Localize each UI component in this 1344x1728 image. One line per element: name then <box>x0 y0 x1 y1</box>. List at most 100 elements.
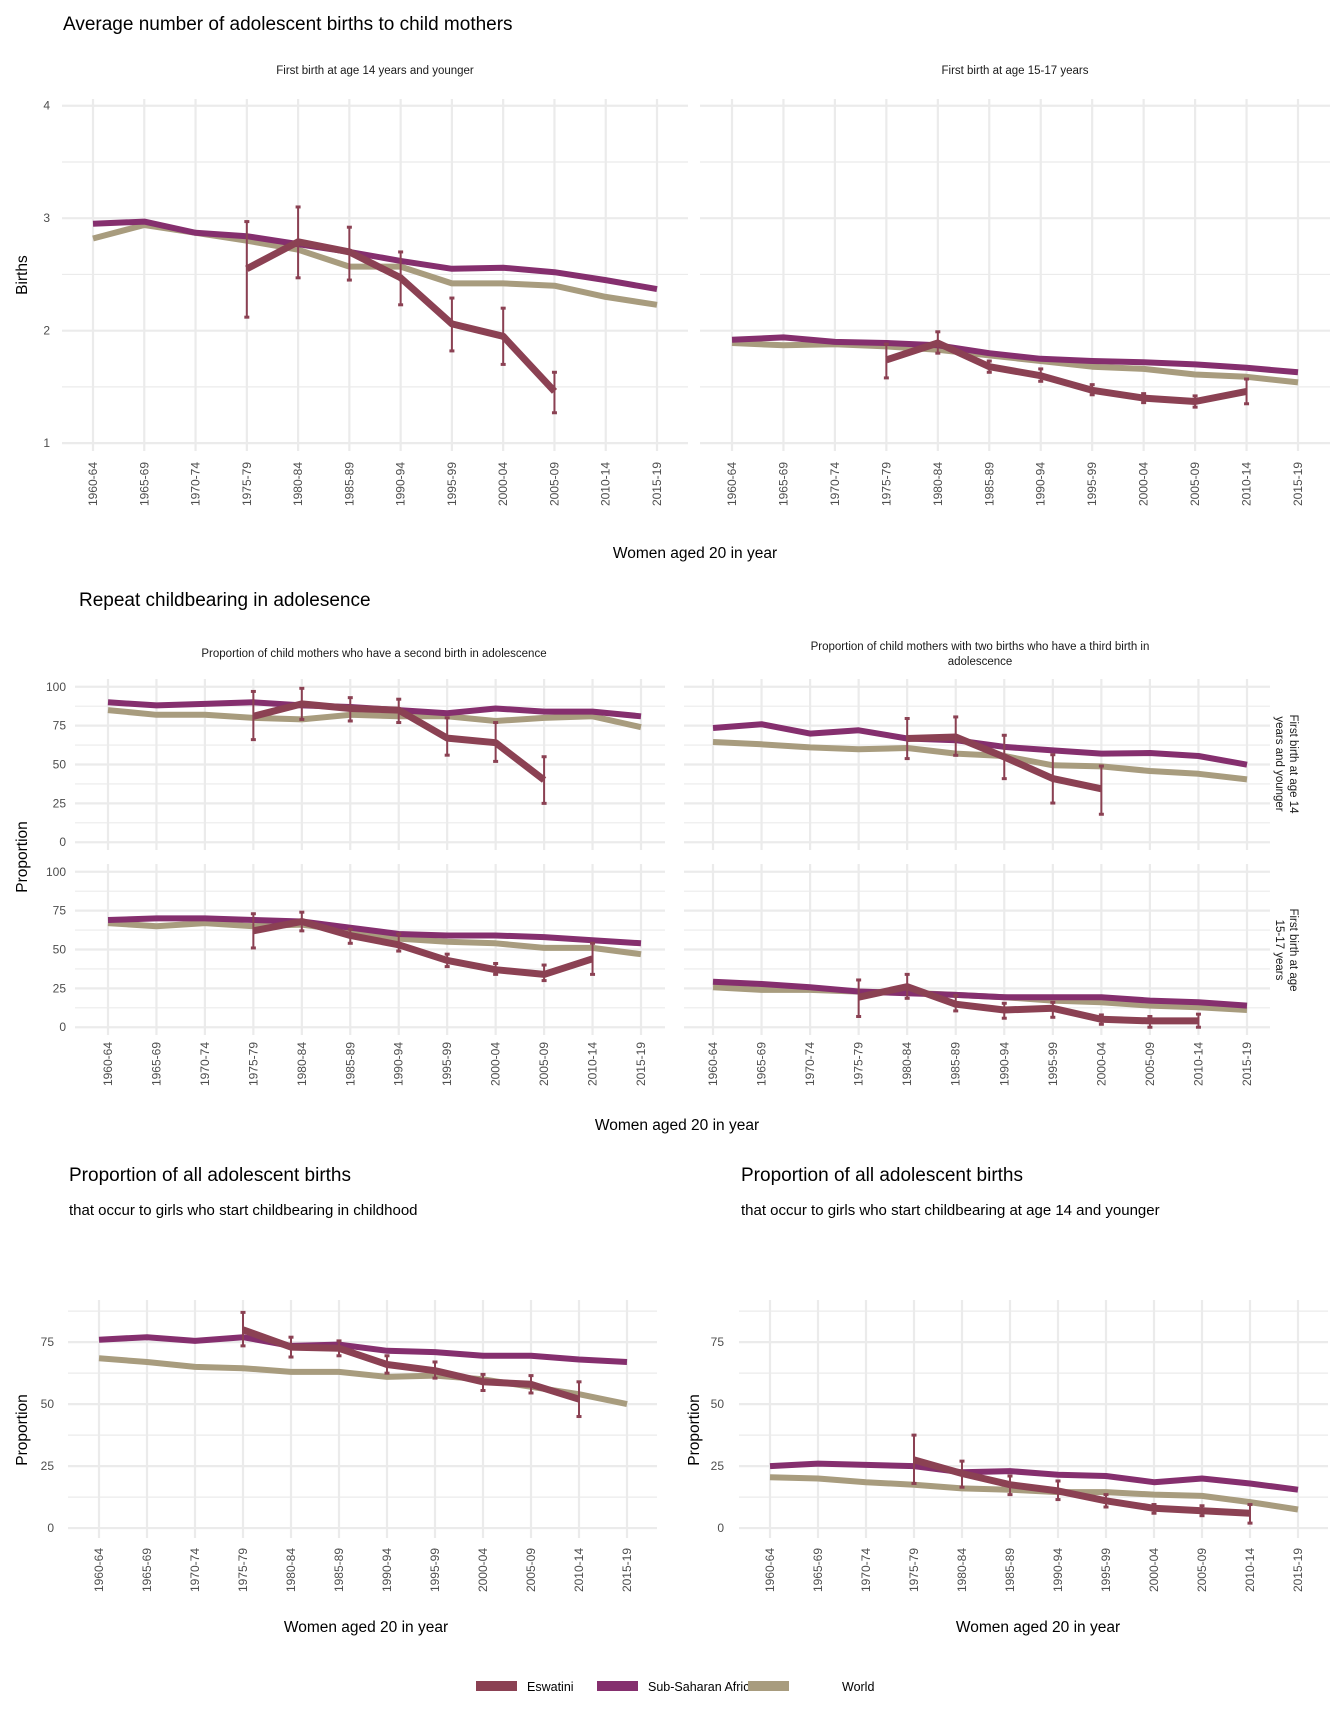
x-tick-label: 2010-14 <box>1243 1548 1257 1592</box>
strip-repeat-col2-line1: Proportion of child mothers with two bir… <box>811 641 1150 653</box>
x-tick-label: 1970-74 <box>803 1042 817 1086</box>
x-tick-label: 1960-64 <box>725 462 739 506</box>
error-bar-eswatini <box>541 963 547 983</box>
x-tick-label: 1960-64 <box>86 462 100 506</box>
x-tick-label: 2000-04 <box>1137 462 1151 506</box>
repeat-title: Repeat childbearing in adolesence <box>79 590 371 611</box>
x-tick-label: 1980-84 <box>955 1548 969 1592</box>
x-tick-label: 1975-79 <box>907 1548 921 1592</box>
x-tick-label: 1995-99 <box>1046 1042 1060 1086</box>
births-title: Average number of adolescent births to c… <box>63 14 513 35</box>
legend-swatch-sub-saharan-africa <box>597 1681 638 1691</box>
error-bar-eswatini <box>299 686 305 721</box>
x-tick-label: 1965-69 <box>811 1548 825 1592</box>
y-tick-label: 3 <box>43 211 50 225</box>
strip-repeat-row2-line2: 15-17 years <box>1273 920 1285 981</box>
error-bar-eswatini <box>396 697 402 725</box>
error-bar-eswatini <box>444 952 450 969</box>
x-tick-label: 1965-69 <box>137 462 151 506</box>
y-tick-label: 0 <box>717 1521 724 1535</box>
x-tick-label: 1960-64 <box>101 1042 115 1086</box>
error-bar-eswatini <box>1192 394 1198 409</box>
error-bar-eswatini <box>346 225 352 282</box>
x-tick-label: 2005-09 <box>1195 1548 1209 1592</box>
x-tick-label: 1990-94 <box>1051 1548 1065 1592</box>
x-tick-label: 1965-69 <box>776 462 790 506</box>
x-tick-label: 2015-19 <box>1291 462 1305 506</box>
error-bar-eswatini <box>1199 1504 1205 1518</box>
y-tick-label: 100 <box>46 865 66 879</box>
x-tick-label: 2000-04 <box>476 1548 490 1592</box>
error-bar-eswatini <box>449 296 455 353</box>
x-tick-label: 2015-19 <box>620 1548 634 1592</box>
strip-repeat-col2-line2: adolescence <box>948 656 1013 668</box>
x-tick-label: 2005-09 <box>537 1042 551 1086</box>
error-bar-eswatini <box>935 330 941 355</box>
line-sub-saharan-africa <box>107 915 642 947</box>
error-bar-eswatini <box>1151 1503 1157 1515</box>
error-bar-eswatini <box>1098 764 1104 816</box>
strip-repeat-row1-line2: years and younger <box>1273 716 1285 811</box>
strip-births-right: First birth at age 15-17 years <box>941 65 1088 77</box>
error-bar-eswatini <box>1050 753 1056 805</box>
series-eswatini <box>250 686 547 805</box>
y-tick-label: 50 <box>41 1397 55 1411</box>
error-bar-eswatini <box>1038 367 1044 383</box>
line-sub-saharan-africa <box>92 218 658 293</box>
series-world <box>98 1355 628 1408</box>
x-tick-label: 1970-74 <box>859 1548 873 1592</box>
x-tick-label: 1995-99 <box>1099 1548 1113 1592</box>
x-tick-label: 1985-89 <box>343 1042 357 1086</box>
series-eswatini <box>856 972 1201 1029</box>
error-bar-eswatini <box>590 941 596 976</box>
y-tick-label: 75 <box>711 1335 725 1349</box>
y-tick-label: 0 <box>59 835 66 849</box>
x-tick-label: 1970-74 <box>828 462 842 506</box>
x-tick-label: 1965-69 <box>140 1548 154 1592</box>
error-bar-eswatini <box>432 1360 438 1380</box>
x-tick-label: 1980-84 <box>900 1042 914 1086</box>
error-bar-eswatini <box>480 1372 486 1392</box>
x-tick-label: 2000-04 <box>489 1042 503 1086</box>
x-tick-label: 1960-64 <box>763 1548 777 1592</box>
legend-label-eswatini: Eswatini <box>527 1680 574 1694</box>
y-tick-label: 50 <box>53 943 67 957</box>
error-bar-eswatini <box>911 1433 917 1485</box>
births-ylabel: Births <box>14 255 31 295</box>
x-tick-label: 2000-04 <box>1094 1042 1108 1086</box>
y-tick-label: 0 <box>59 1020 66 1034</box>
error-bar-eswatini <box>883 342 889 380</box>
repeat-xlabel: Women aged 20 in year <box>595 1117 759 1134</box>
x-tick-label: 1970-74 <box>188 1548 202 1592</box>
error-bar-eswatini <box>288 1335 294 1359</box>
x-tick-label: 1975-79 <box>236 1548 250 1592</box>
error-bar-eswatini <box>384 1354 390 1375</box>
x-tick-label: 1980-84 <box>931 462 945 506</box>
line-sub-saharan-africa <box>98 1334 628 1365</box>
x-tick-label: 1980-84 <box>295 1042 309 1086</box>
line-sub-saharan-africa <box>769 1460 1299 1493</box>
line-eswatini <box>913 1456 1251 1517</box>
x-tick-label: 2005-09 <box>1188 462 1202 506</box>
x-tick-label: 2005-09 <box>524 1548 538 1592</box>
error-bar-eswatini <box>336 1339 342 1358</box>
y-tick-label: 75 <box>53 904 67 918</box>
series-sub-saharan-africa <box>731 334 1299 376</box>
line-world <box>98 1355 628 1408</box>
line-eswatini <box>241 1326 581 1403</box>
share-14-subtitle: that occur to girls who start childbeari… <box>741 1202 1160 1219</box>
strip-repeat-col1: Proportion of child mothers who have a s… <box>201 648 546 660</box>
error-bar-eswatini <box>347 927 353 945</box>
line-world <box>107 707 642 731</box>
y-tick-label: 4 <box>43 99 50 113</box>
error-bar-eswatini <box>250 912 256 950</box>
x-tick-label: 1995-99 <box>445 462 459 506</box>
series-eswatini <box>883 330 1250 409</box>
y-tick-label: 50 <box>53 758 67 772</box>
x-tick-label: 1985-89 <box>342 462 356 506</box>
panel-0: 1 2 3 4 1960-64 1965-69 1970-74 1975-79 1980-84 1… <box>43 99 688 506</box>
y-tick-label: 100 <box>46 680 66 694</box>
y-tick-label: 75 <box>53 719 67 733</box>
series-eswatini <box>911 1433 1253 1525</box>
